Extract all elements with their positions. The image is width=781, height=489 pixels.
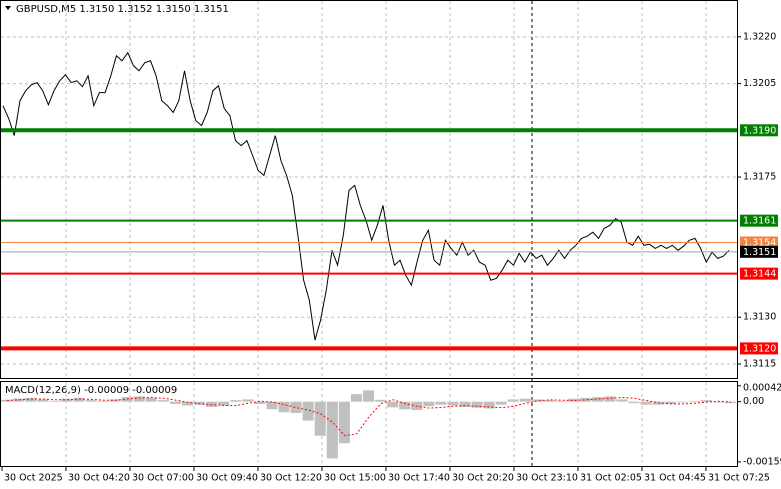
- macd-bar: [592, 397, 604, 402]
- y-tick-label: 1.3205: [743, 78, 776, 89]
- level-label-bg: [740, 214, 778, 227]
- level-label-bg: [740, 267, 778, 280]
- macd-bar: [423, 401, 435, 407]
- macd-bar: [531, 399, 543, 402]
- level-label-bg: [740, 342, 778, 355]
- macd-bar: [604, 396, 616, 402]
- macd-bar: [181, 401, 194, 406]
- y-tick-label: -0.00159: [743, 456, 781, 467]
- macd-bar: [543, 400, 556, 402]
- macd-bar: [495, 401, 507, 405]
- macd-bar: [218, 401, 230, 406]
- x-tick-label: 30 Oct 15:00: [324, 473, 386, 484]
- level-label-bg: [740, 124, 778, 137]
- macd-bar: [326, 401, 338, 459]
- level-label: 1.3154: [743, 237, 776, 248]
- macd-bar: [85, 400, 97, 402]
- macd-bar: [290, 401, 302, 414]
- macd-bar: [580, 397, 592, 402]
- x-tick-label: 30 Oct 2025: [4, 473, 63, 484]
- macd-bar: [133, 396, 145, 402]
- macd-bar: [628, 401, 640, 404]
- macd-bar: [664, 401, 676, 404]
- macd-bar: [266, 401, 278, 410]
- macd-bar: [362, 390, 375, 402]
- macd-panel-frame: [0, 381, 738, 467]
- y-tick-label: 1.3130: [743, 312, 776, 323]
- macd-bar: [169, 401, 181, 404]
- macd-bar: [519, 398, 531, 402]
- x-tick-label: 30 Oct 17:40: [388, 473, 450, 484]
- macd-bar: [471, 401, 483, 408]
- level-label: 1.3120: [743, 343, 776, 354]
- macd-bar: [556, 400, 568, 402]
- macd-bar: [302, 401, 314, 421]
- macd-bar: [49, 400, 61, 402]
- macd-bar: [278, 401, 290, 413]
- macd-bar: [242, 399, 254, 402]
- x-tick-label: 30 Oct 23:10: [516, 473, 578, 484]
- x-tick-label: 31 Oct 02:05: [580, 473, 642, 484]
- chart-title: GBPUSD,M5 1.3150 1.3152 1.3150 1.3151: [16, 4, 229, 15]
- macd-bar: [640, 401, 652, 405]
- macd-bar: [350, 394, 362, 402]
- macd-bar: [157, 400, 169, 402]
- macd-bar: [314, 401, 326, 436]
- macd-bar: [447, 401, 459, 406]
- y-tick-label: 1.3175: [743, 172, 776, 183]
- macd-bar: [483, 401, 495, 409]
- macd-bar: [700, 400, 712, 402]
- y-tick-label: 1.3115: [743, 358, 776, 369]
- x-tick-label: 31 Oct 04:45: [644, 473, 706, 484]
- level-label-bg: [740, 245, 778, 258]
- macd-bar: [25, 397, 37, 402]
- x-tick-label: 30 Oct 04:20: [68, 473, 130, 484]
- macd-bar: [194, 401, 206, 405]
- x-tick-label: 30 Oct 09:40: [196, 473, 258, 484]
- y-tick-label: 0.00: [743, 396, 764, 407]
- macd-bar: [97, 400, 109, 402]
- x-tick-label: 30 Oct 20:20: [452, 473, 514, 484]
- macd-bar: [73, 397, 85, 402]
- signal-line: [6, 396, 732, 437]
- level-label: 1.3151: [743, 247, 776, 258]
- x-tick-label: 30 Oct 07:00: [132, 473, 194, 484]
- macd-bar: [37, 399, 49, 402]
- macd-bar: [1, 399, 13, 402]
- macd-bar: [616, 399, 628, 402]
- level-label: 1.3144: [743, 269, 776, 280]
- macd-bar: [435, 401, 447, 405]
- y-tick-label: 0.00042: [743, 383, 781, 394]
- macd-bar: [568, 398, 580, 402]
- macd-bar: [145, 397, 157, 402]
- y-tick-label: 1.3220: [743, 31, 776, 42]
- macd-title: MACD(12,26,9) -0.00009 -0.00009: [5, 385, 177, 396]
- macd-bar: [254, 401, 266, 404]
- macd-bar: [375, 399, 387, 402]
- level-label: 1.3161: [743, 216, 776, 227]
- macd-bar: [13, 398, 25, 402]
- menu-arrow: [5, 6, 11, 10]
- macd-bar: [230, 400, 242, 402]
- macd-bar: [387, 401, 399, 408]
- x-tick-label: 31 Oct 07:25: [708, 473, 770, 484]
- macd-bar: [507, 399, 519, 402]
- macd-bar: [338, 401, 350, 444]
- macd-bar: [399, 401, 411, 410]
- macd-bar: [688, 400, 700, 402]
- macd-bar: [459, 401, 471, 407]
- macd-bar: [61, 398, 73, 402]
- level-label: 1.3190: [743, 125, 776, 136]
- macd-bar: [676, 401, 688, 403]
- x-tick-label: 30 Oct 12:20: [260, 473, 322, 484]
- price-panel-frame: [0, 0, 738, 379]
- macd-bar: [712, 401, 724, 403]
- level-label-bg: [740, 236, 778, 249]
